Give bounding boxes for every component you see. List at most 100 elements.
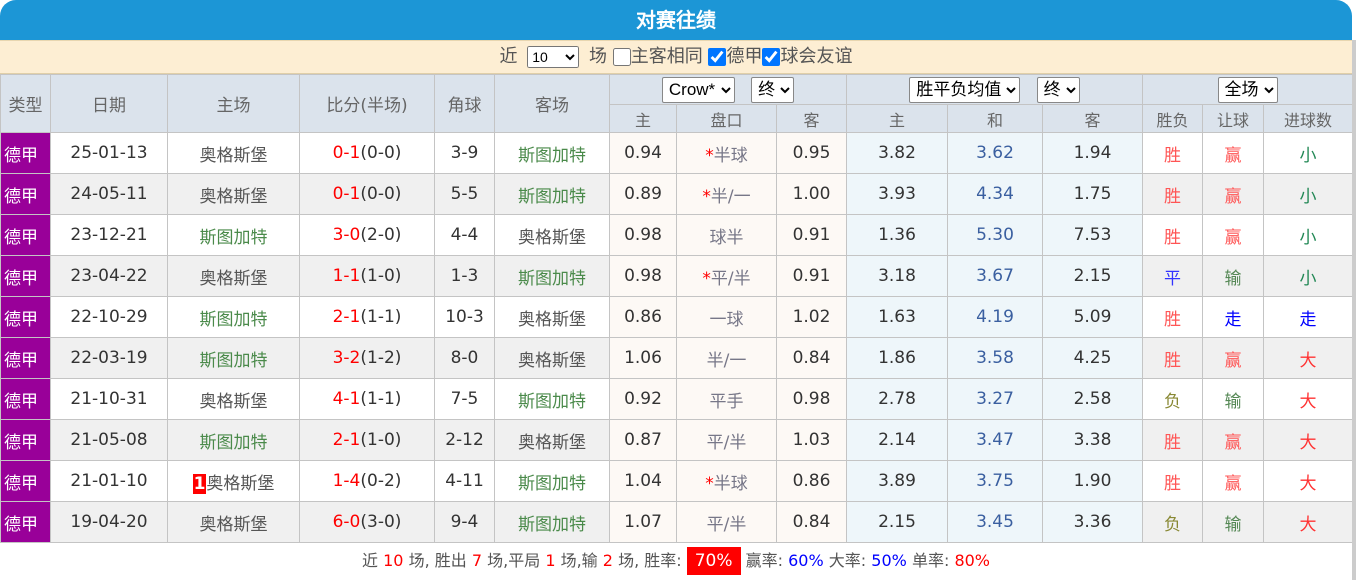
odds-state-select[interactable]: 终 (1036, 76, 1080, 103)
score-cell[interactable]: 3-2(1-2) (299, 337, 435, 379)
ah-line-cell: 一球 (676, 296, 777, 338)
filter-bar: 近 10 场 主客相同 德甲 球会友谊 (0, 40, 1352, 74)
league-bundesliga-label: 德甲 (726, 46, 763, 67)
ah-line: 球半 (709, 227, 744, 248)
league-cell[interactable]: 德甲 (0, 419, 51, 461)
star-mark: * (702, 186, 711, 207)
ah-home-odds: 0.94 (609, 132, 677, 174)
ah-line: 平/半 (710, 268, 751, 289)
eu-away-odds: 1.94 (1041, 132, 1144, 174)
away-team-cell[interactable]: 奥格斯堡 (494, 337, 610, 379)
home-team-cell[interactable]: 奥格斯堡 (167, 501, 300, 543)
ah-line: 半/一 (710, 186, 751, 207)
eu-away-odds: 3.36 (1041, 501, 1144, 543)
home-team-cell[interactable]: 1奥格斯堡 (167, 460, 300, 502)
eu-home-odds: 1.63 (846, 296, 948, 338)
home-team-cell[interactable]: 奥格斯堡 (167, 255, 300, 297)
result-cell: 胜 (1142, 214, 1204, 256)
star-mark: * (705, 145, 714, 166)
league-cell[interactable]: 德甲 (0, 501, 51, 543)
league-cell[interactable]: 德甲 (0, 173, 51, 215)
same-home-away-checkbox[interactable] (612, 48, 631, 66)
ah-line-cell: *半/一 (676, 173, 777, 215)
home-team-cell[interactable]: 奥格斯堡 (167, 132, 300, 174)
score-cell[interactable]: 2-1(1-1) (299, 296, 435, 338)
ah-away-odds: 0.95 (776, 132, 847, 174)
away-team-cell[interactable]: 奥格斯堡 (494, 214, 610, 256)
away-team-cell[interactable]: 斯图加特 (494, 460, 610, 502)
win-rate-badge: 70% (686, 547, 741, 575)
result-cell: 负 (1142, 501, 1204, 543)
ah-line-cell: 球半 (676, 214, 777, 256)
eu-home-odds: 3.18 (846, 255, 948, 297)
home-team-cell[interactable]: 斯图加特 (167, 214, 300, 256)
col-eu-draw: 和 (947, 104, 1043, 133)
table-row: 德甲 19-04-20 奥格斯堡 6-0(3-0) 9-4 斯图加特 1.07 … (0, 501, 1354, 543)
eu-away-odds: 2.58 (1041, 378, 1144, 420)
eu-away-odds: 4.25 (1041, 337, 1144, 379)
score-cell[interactable]: 2-1(1-0) (299, 419, 435, 461)
company-select[interactable]: Crow* (661, 76, 735, 103)
col-date: 日期 (50, 74, 168, 133)
col-eu-away: 客 (1041, 104, 1144, 133)
home-team: 斯图加特 (199, 350, 268, 371)
home-team-cell[interactable]: 奥格斯堡 (167, 173, 300, 215)
star-mark: * (705, 473, 714, 494)
col-ah-home: 主 (609, 104, 677, 133)
eu-draw-odds: 3.45 (947, 501, 1043, 543)
home-team-cell[interactable]: 斯图加特 (167, 337, 300, 379)
score-cell[interactable]: 3-0(2-0) (299, 214, 435, 256)
league-cell[interactable]: 德甲 (0, 337, 51, 379)
range-select[interactable]: 全场 (1217, 76, 1278, 103)
company-state-select[interactable]: 终 (751, 76, 795, 103)
ah-line-cell: 半/一 (676, 337, 777, 379)
away-team-cell[interactable]: 斯图加特 (494, 378, 610, 420)
recent-label: 近 (499, 46, 518, 67)
summary-text: 单率: (911, 551, 950, 570)
home-team-cell[interactable]: 斯图加特 (167, 419, 300, 461)
away-team-cell[interactable]: 斯图加特 (494, 255, 610, 297)
league-cell[interactable]: 德甲 (0, 378, 51, 420)
league-cell[interactable]: 德甲 (0, 460, 51, 502)
score-cell[interactable]: 0-1(0-0) (299, 173, 435, 215)
result-cell: 胜 (1142, 173, 1204, 215)
score-cell[interactable]: 4-1(1-1) (299, 378, 435, 420)
away-team-cell[interactable]: 奥格斯堡 (494, 296, 610, 338)
scrollbar[interactable] (1352, 40, 1356, 580)
handicap-result-cell: 输 (1202, 501, 1265, 543)
eu-home-odds: 2.14 (846, 419, 948, 461)
eu-home-odds: 1.36 (846, 214, 948, 256)
league-bundesliga-checkbox[interactable] (708, 48, 727, 66)
ah-line: 一球 (709, 309, 744, 330)
home-team-cell[interactable]: 奥格斯堡 (167, 378, 300, 420)
league-cell[interactable]: 德甲 (0, 255, 51, 297)
ah-line: 平/半 (706, 514, 747, 535)
ah-home-odds: 1.07 (609, 501, 677, 543)
league-cell[interactable]: 德甲 (0, 296, 51, 338)
away-team-cell[interactable]: 奥格斯堡 (494, 419, 610, 461)
recent-count-select[interactable]: 10 (527, 46, 580, 68)
full-time-score: 6-0 (332, 512, 361, 532)
league-cell[interactable]: 德甲 (0, 132, 51, 174)
goals-result-cell: 大 (1263, 501, 1354, 543)
away-team-cell[interactable]: 斯图加特 (494, 132, 610, 174)
half-time-score: (2-0) (360, 225, 402, 245)
score-cell[interactable]: 1-4(0-2) (299, 460, 435, 502)
away-team-cell[interactable]: 斯图加特 (494, 501, 610, 543)
score-cell[interactable]: 0-1(0-0) (299, 132, 435, 174)
home-team-cell[interactable]: 斯图加特 (167, 296, 300, 338)
date-cell: 21-01-10 (50, 460, 168, 502)
league-cell[interactable]: 德甲 (0, 214, 51, 256)
score-cell[interactable]: 6-0(3-0) (299, 501, 435, 543)
col-eu-home: 主 (846, 104, 948, 133)
away-team-cell[interactable]: 斯图加特 (494, 173, 610, 215)
score-cell[interactable]: 1-1(1-0) (299, 255, 435, 297)
league-friendly-checkbox[interactable] (762, 48, 781, 66)
odds-type-select[interactable]: 胜平负均值 (909, 76, 1021, 103)
eu-home-odds: 3.89 (846, 460, 948, 502)
half-time-score: (0-2) (360, 471, 402, 491)
col-result: 胜负 (1142, 104, 1204, 133)
ah-away-odds: 1.02 (776, 296, 847, 338)
ah-home-odds: 0.89 (609, 173, 677, 215)
col-away: 客场 (494, 74, 610, 133)
